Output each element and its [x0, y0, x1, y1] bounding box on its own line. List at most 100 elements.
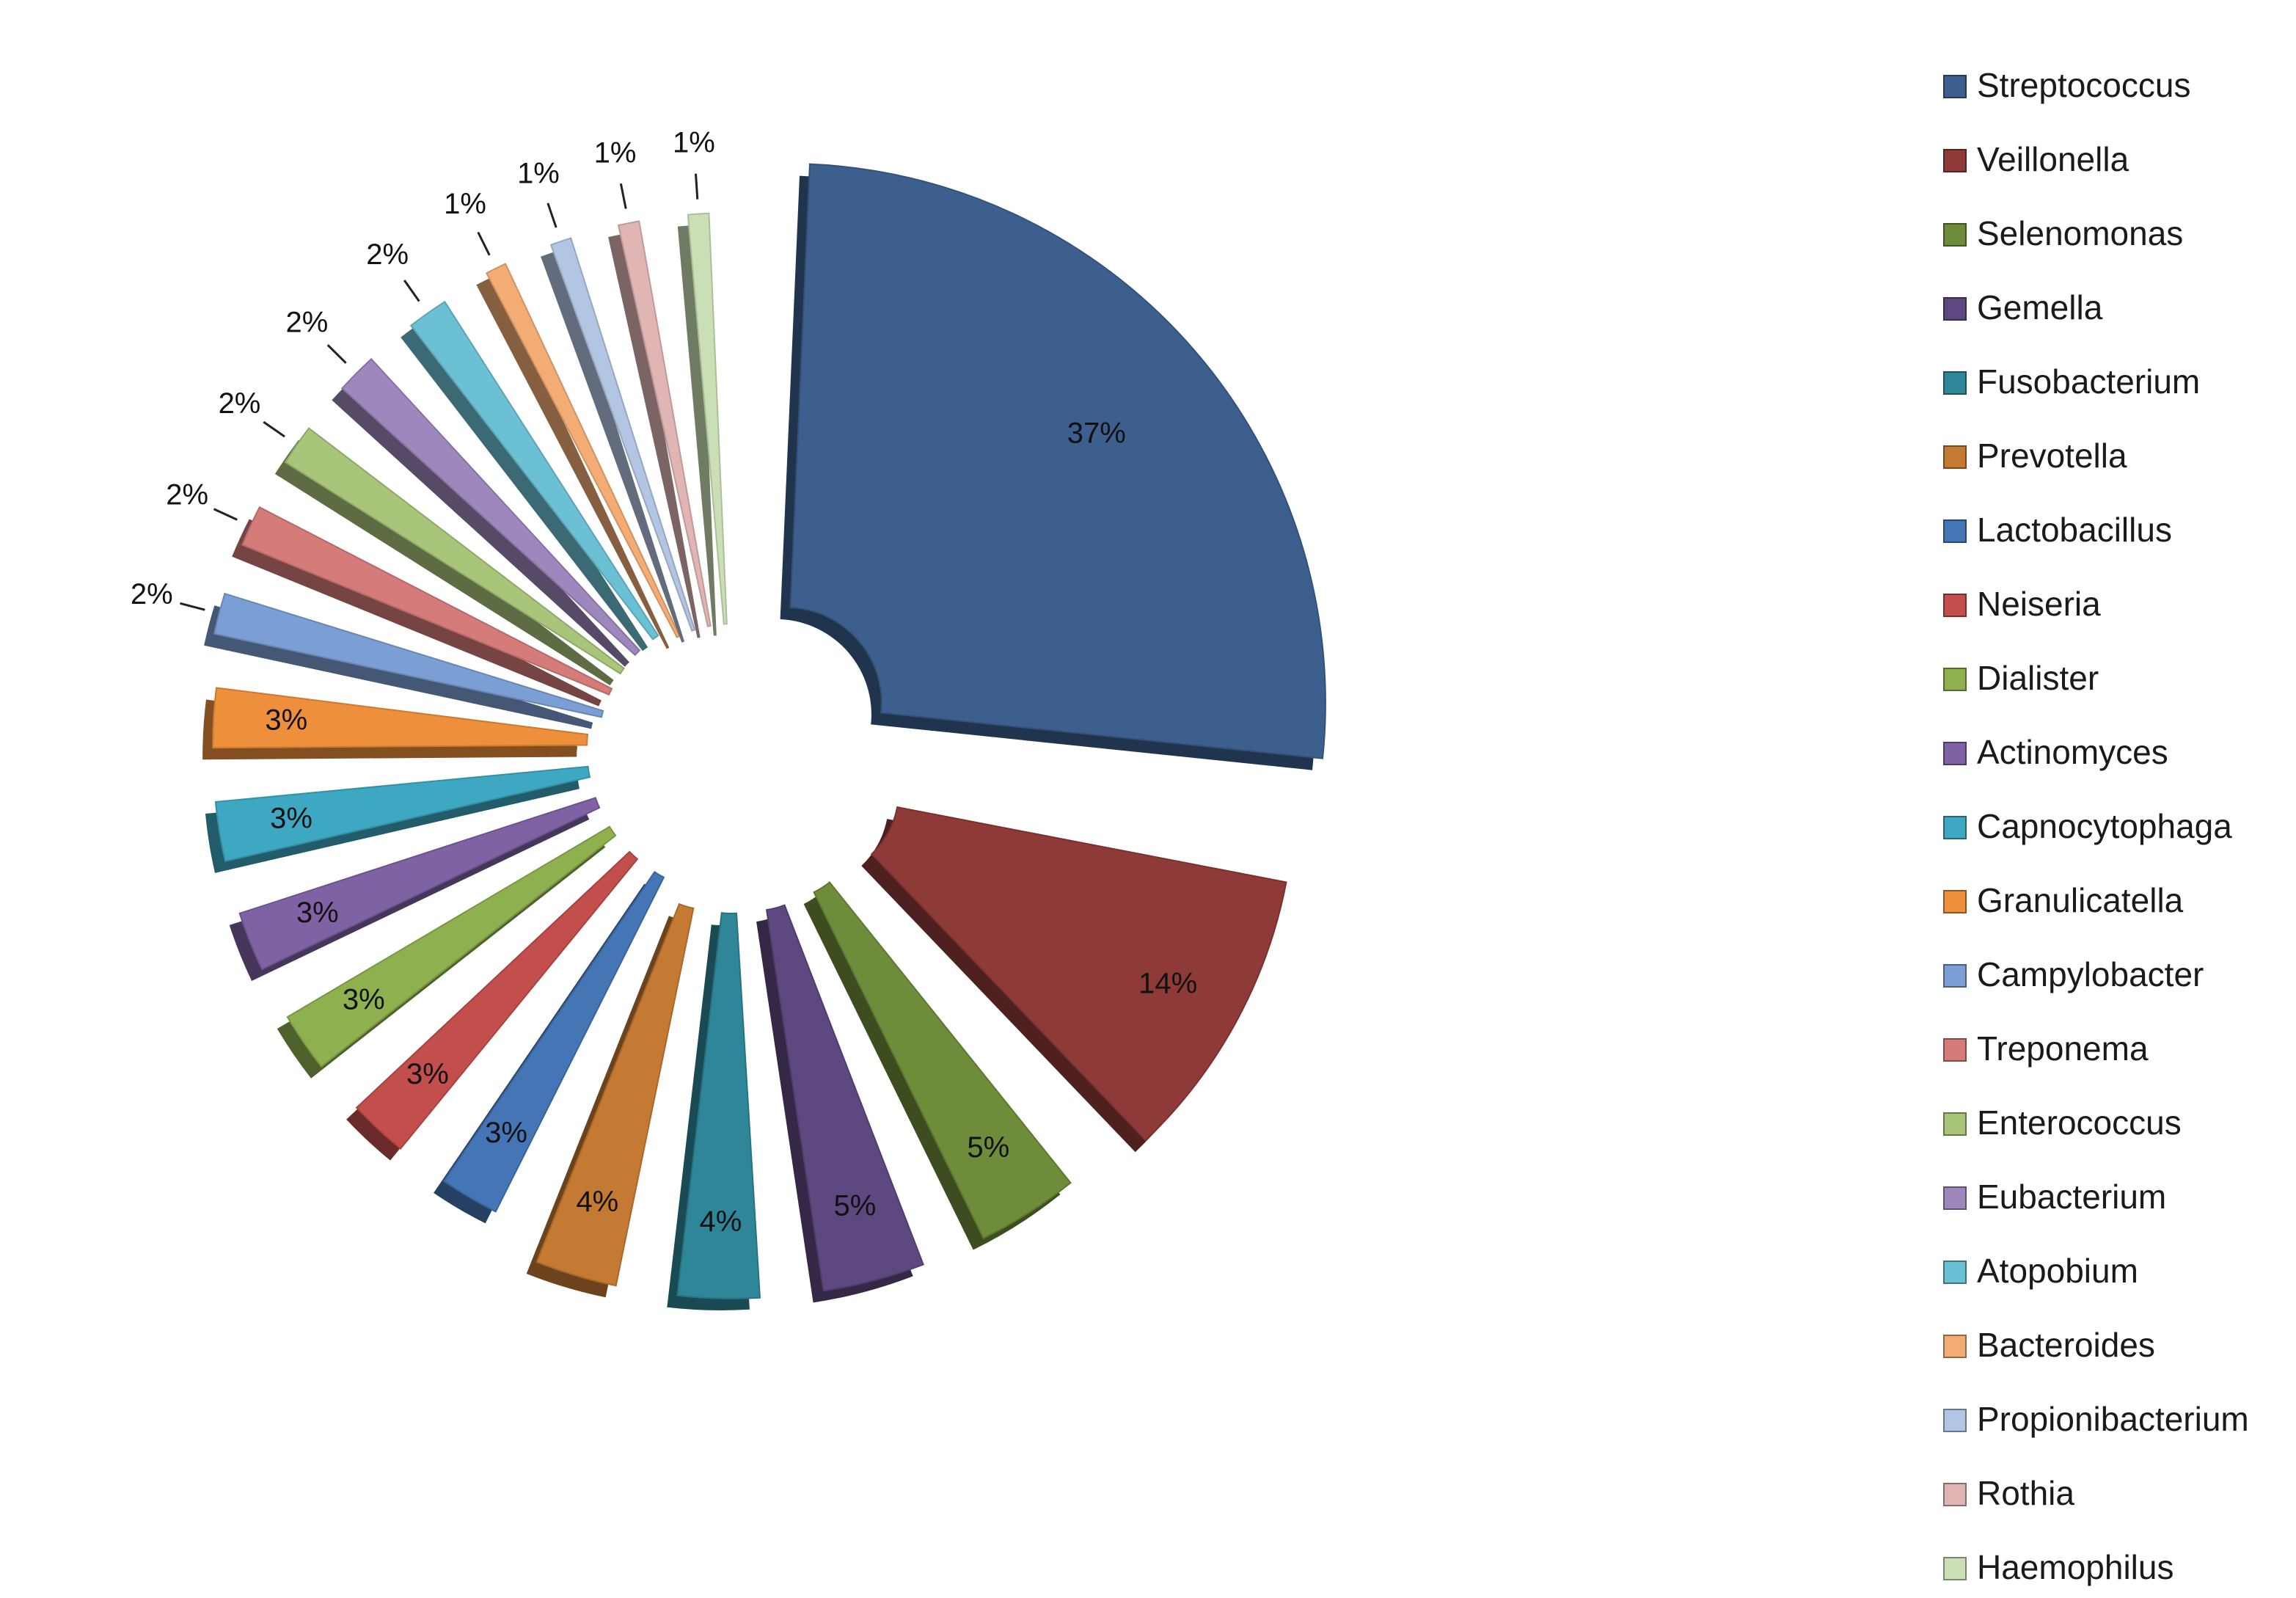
pie-slice-face [676, 912, 761, 1299]
legend-label: Lactobacillus [1977, 511, 2172, 549]
pie-slice-streptococcus [780, 163, 1326, 770]
pie-slice-face [617, 220, 712, 627]
pie-slice-face [870, 806, 1287, 1142]
legend-item-bacteroides: Bacteroides [1943, 1326, 2155, 1364]
legend-item-actinomyces: Actinomyces [1943, 733, 2168, 771]
leader-line [263, 420, 285, 438]
pie-slice-rothia [608, 220, 712, 638]
legend-swatch [1943, 75, 1967, 98]
leader-line [403, 280, 420, 302]
pie-slice-treponema [232, 506, 613, 707]
pie-slice-face [442, 871, 665, 1213]
pie-slice-face [535, 902, 695, 1287]
legend-label: Atopobium [1977, 1252, 2138, 1290]
legend-label: Streptococcus [1977, 66, 2190, 104]
legend-swatch [1943, 297, 1967, 321]
legend-swatch [1943, 594, 1967, 617]
legend-swatch [1943, 149, 1967, 172]
leader-line [619, 183, 627, 209]
pie-slice-face [765, 904, 924, 1292]
legend-swatch [1943, 816, 1967, 839]
legend-label: Capnocytophaga [1977, 807, 2232, 845]
legend-label: Selenomonas [1977, 214, 2183, 252]
pie-slice-selenomonas [803, 881, 1072, 1250]
pie-slice-neiseria [346, 850, 639, 1161]
pie-slice-face [789, 163, 1326, 759]
pie-slice-lactobacillus [434, 871, 665, 1224]
pie-slice-actinomyces [229, 797, 601, 981]
pie-slice-bacteroides [476, 263, 681, 649]
slice-label-enterococcus: 2% [219, 387, 261, 420]
pie-slice-eubacterium [332, 357, 641, 667]
pie-slice-side [677, 225, 717, 636]
pie-slice-propionibacterium [541, 237, 696, 643]
legend-label: Bacteroides [1977, 1326, 2155, 1364]
legend-swatch [1943, 890, 1967, 913]
legend-swatch [1943, 1186, 1967, 1210]
slice-label-atopobium: 2% [366, 238, 409, 271]
pie-slice-side [401, 313, 648, 652]
legend-label: Eubacterium [1977, 1178, 2166, 1216]
slice-label-campylobacter: 2% [131, 578, 173, 610]
pie-slice-face [355, 850, 639, 1150]
legend-item-eubacterium: Eubacterium [1943, 1178, 2166, 1216]
legend-swatch [1943, 223, 1967, 247]
pie-slice-face [213, 592, 604, 718]
slice-labels-layer: 37% 14% 5% 5% 4% 4% 3% 3% 3% 3% 3% 3% 2% 2% 2% 2% 2% 1% 1%… [131, 126, 1197, 1238]
legend-swatch [1943, 668, 1967, 691]
legend-swatch [1943, 1112, 1967, 1136]
legend-swatch [1943, 1260, 1967, 1284]
legend-label: Veillonella [1977, 140, 2129, 178]
legend-item-fusobacterium: Fusobacterium [1943, 362, 2200, 401]
legend-swatch [1943, 1483, 1967, 1506]
legend-label: Rothia [1977, 1474, 2074, 1512]
leader-line [694, 173, 699, 200]
legend-label: Neiseria [1977, 585, 2101, 623]
legend-item-treponema: Treponema [1943, 1029, 2149, 1068]
pie-slice-side [205, 778, 580, 873]
legend-swatch [1943, 371, 1967, 395]
pie-slice-fusobacterium [667, 912, 761, 1310]
pie-slice-dialister [277, 825, 617, 1079]
slice-label-eubacterium: 2% [286, 306, 329, 338]
leader-line [546, 203, 557, 228]
slice-label-veillonella: 14% [1138, 967, 1197, 999]
slice-label-prevotella: 4% [576, 1186, 618, 1218]
pie-slice-face [340, 357, 641, 657]
legend-label: Treponema [1977, 1029, 2149, 1068]
slice-label-neiseria: 3% [406, 1058, 449, 1090]
legend-label: Actinomyces [1977, 733, 2168, 771]
slice-label-fusobacterium: 4% [699, 1205, 742, 1238]
legend-label: Granulicatella [1977, 881, 2184, 919]
pie-slice-side [476, 275, 670, 649]
legend-label: Campylobacter [1977, 955, 2204, 993]
legend-item-propionibacterium: Propionibacterium [1943, 1400, 2249, 1438]
legend-item-capnocytophaga: Capnocytophaga [1943, 807, 2232, 845]
legend-item-veillonella: Veillonella [1943, 140, 2129, 178]
pie-slice-face [286, 825, 617, 1068]
legend-swatch [1943, 1038, 1967, 1062]
slice-label-selenomonas: 5% [967, 1131, 1009, 1164]
pie-slice-face [687, 212, 728, 625]
slice-label-gemella: 5% [834, 1190, 877, 1222]
legend-label: Prevotella [1977, 437, 2127, 475]
pie-slice-campylobacter [204, 592, 604, 729]
legend-label: Enterococcus [1977, 1103, 2182, 1142]
pie-slice-face [813, 881, 1072, 1239]
pie-slice-side [608, 233, 701, 638]
slice-label-dialister: 3% [343, 983, 385, 1015]
legend-label: Haemophilus [1977, 1548, 2173, 1586]
pie-slice-veillonella [861, 806, 1287, 1153]
slice-label-bacteroides: 1% [444, 188, 486, 220]
legend-item-campylobacter: Campylobacter [1943, 955, 2204, 993]
leader-line [326, 344, 347, 364]
legend-swatch [1943, 1557, 1967, 1580]
legend-label: Dialister [1977, 659, 2099, 697]
legend-item-gemella: Gemella [1943, 288, 2103, 326]
slice-label-treponema: 2% [166, 479, 208, 511]
pie-slice-face [214, 765, 591, 863]
legend-swatch [1943, 964, 1967, 988]
slice-label-streptococcus: 37% [1067, 417, 1126, 450]
legend-item-atopobium: Atopobium [1943, 1252, 2138, 1290]
